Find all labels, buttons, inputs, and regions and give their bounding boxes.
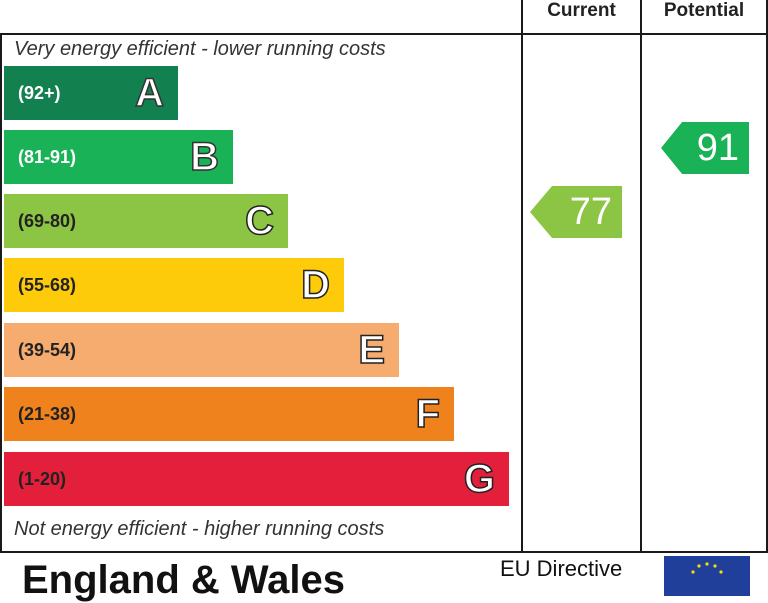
band-letter: D: [300, 262, 330, 308]
potential-rating-value: 91: [696, 127, 739, 169]
eu-flag-icon: [664, 556, 750, 596]
right-border: [766, 0, 768, 553]
potential-rating-arrow: 91: [661, 122, 749, 174]
eu-directive-label: EU Directive: [500, 556, 623, 581]
current-rating-value: 77: [569, 191, 612, 233]
potential-column-left-rule: [640, 0, 642, 553]
inefficient-caption: Not energy efficient - higher running co…: [14, 518, 385, 540]
potential-column-header: Potential: [663, 0, 745, 21]
country-label: England & Wales: [22, 558, 346, 602]
left-border: [0, 33, 2, 553]
current-rating-arrow: 77: [530, 186, 622, 238]
band-b: (81-91) B: [4, 130, 233, 184]
band-letter: E: [358, 327, 386, 373]
band-c: (69-80) C: [4, 194, 288, 248]
band-letter: B: [189, 134, 219, 180]
footer-top-rule: [0, 551, 768, 553]
band-f: (21-38) F: [4, 387, 454, 441]
current-column-left-rule: [521, 0, 523, 553]
band-range-label: (21-38): [18, 404, 77, 424]
efficient-caption: Very energy efficient - lower running co…: [14, 38, 386, 60]
band-letter: A: [134, 70, 164, 116]
band-letter: C: [244, 198, 274, 244]
band-range-label: (55-68): [18, 275, 77, 295]
band-e: (39-54) E: [4, 323, 399, 377]
band-letter: F: [415, 391, 441, 437]
band-range-label: (69-80): [18, 211, 77, 231]
band-g: (1-20) G: [4, 452, 509, 506]
band-range-label: (39-54): [18, 340, 77, 360]
band-d: (55-68) D: [4, 258, 344, 312]
band-range-label: (1-20): [18, 469, 67, 489]
header-bottom-rule: [0, 33, 768, 35]
band-range-label: (81-91): [18, 147, 77, 167]
band-a: (92+) A: [4, 66, 178, 120]
band-range-label: (92+): [18, 83, 61, 103]
band-letter: G: [463, 456, 496, 502]
current-column-header: Current: [547, 0, 616, 21]
